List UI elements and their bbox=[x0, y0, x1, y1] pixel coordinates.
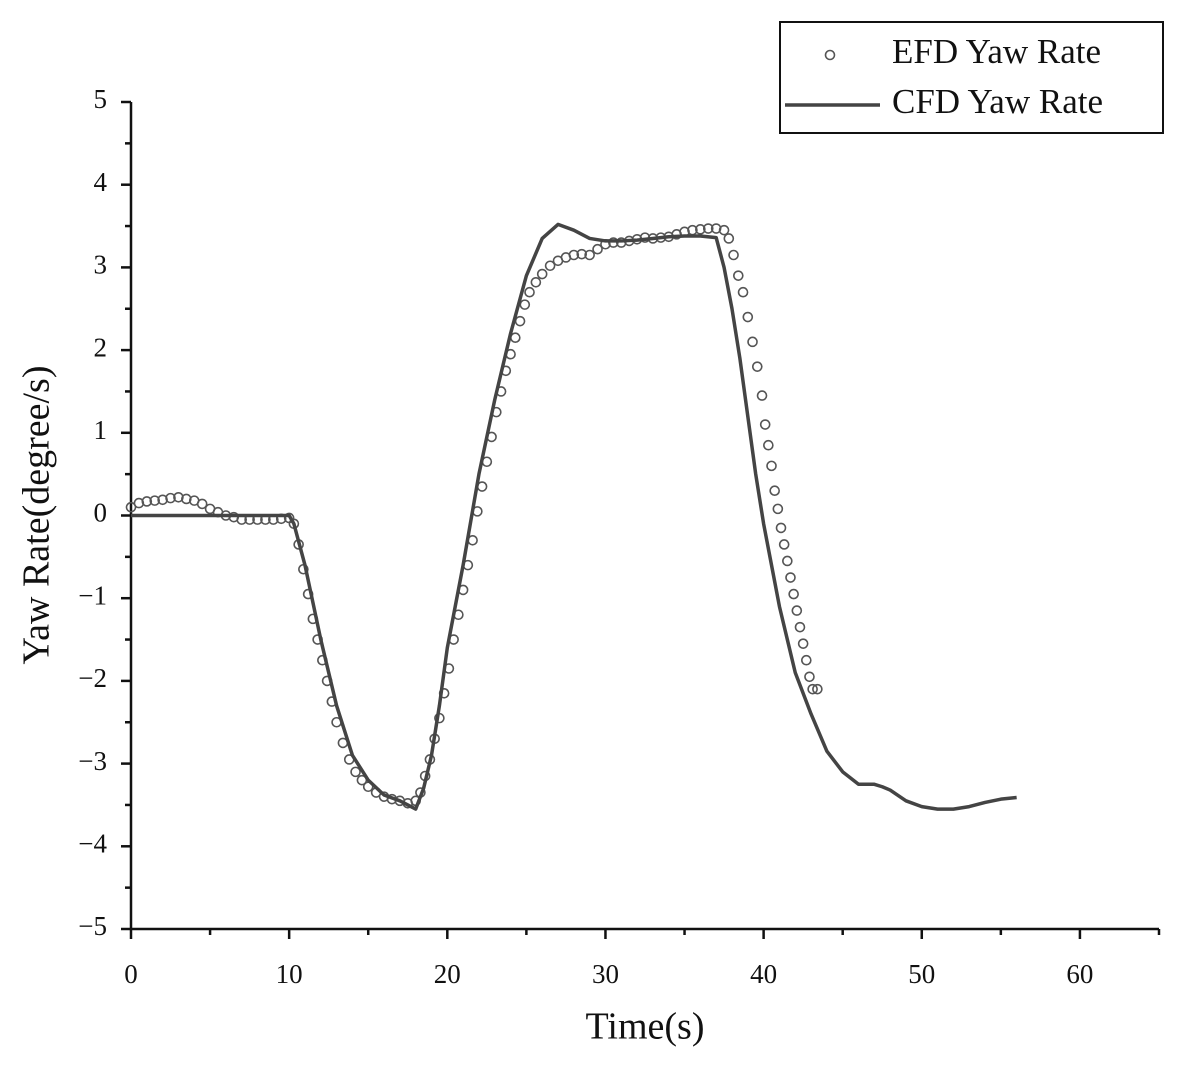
y-tick-label: 2 bbox=[94, 332, 108, 362]
data-point bbox=[710, 223, 722, 234]
data-point bbox=[782, 555, 793, 567]
x-tick-label: 50 bbox=[908, 959, 935, 989]
x-tick-label: 60 bbox=[1066, 959, 1093, 989]
y-tick-label: −3 bbox=[78, 746, 107, 776]
data-point bbox=[592, 243, 603, 255]
data-point bbox=[794, 621, 806, 633]
data-point bbox=[751, 361, 763, 372]
y-tick-label: 3 bbox=[94, 250, 108, 280]
y-tick-label: −5 bbox=[78, 911, 107, 941]
data-point bbox=[536, 268, 548, 280]
data-point bbox=[763, 439, 774, 451]
data-point bbox=[125, 501, 137, 513]
data-point bbox=[756, 390, 768, 401]
legend-text: CFD Yaw Rate bbox=[892, 82, 1103, 121]
data-point bbox=[510, 332, 521, 343]
x-tick-label: 30 bbox=[592, 959, 619, 989]
y-tick-label: −4 bbox=[78, 829, 107, 859]
data-point bbox=[718, 224, 730, 236]
data-point bbox=[157, 494, 168, 506]
data-point bbox=[568, 249, 580, 261]
data-point bbox=[181, 493, 192, 505]
data-point bbox=[165, 492, 176, 504]
y-axis-label: Yaw Rate(degree/s) bbox=[16, 366, 58, 665]
legend-marker bbox=[824, 49, 836, 61]
data-point bbox=[785, 572, 796, 583]
x-axis-label: Time(s) bbox=[586, 1006, 705, 1048]
data-point bbox=[702, 223, 714, 234]
data-point bbox=[514, 315, 526, 327]
data-point bbox=[737, 286, 749, 298]
data-point bbox=[728, 249, 739, 261]
legend-text: EFD Yaw Rate bbox=[892, 32, 1101, 71]
y-tick-label: −1 bbox=[78, 580, 107, 610]
data-point bbox=[775, 522, 787, 534]
data-point bbox=[723, 233, 735, 244]
y-tick-label: 4 bbox=[94, 167, 108, 197]
y-tick-label: 5 bbox=[94, 84, 108, 114]
data-point bbox=[804, 671, 815, 683]
data-point bbox=[742, 311, 754, 323]
x-tick-label: 20 bbox=[434, 959, 461, 989]
y-tick-label: −2 bbox=[78, 663, 107, 693]
data-point bbox=[530, 276, 542, 288]
data-point bbox=[149, 495, 161, 506]
data-point bbox=[350, 766, 361, 778]
data-point bbox=[196, 498, 208, 510]
x-tick-label: 40 bbox=[750, 959, 777, 989]
data-point bbox=[801, 654, 812, 666]
data-point bbox=[791, 605, 803, 616]
data-point bbox=[759, 419, 771, 430]
legend-box bbox=[779, 21, 1164, 134]
y-tick-label: 0 bbox=[94, 498, 108, 528]
data-point bbox=[747, 336, 758, 348]
data-point bbox=[544, 260, 556, 272]
data-point bbox=[584, 249, 595, 261]
data-point bbox=[788, 588, 799, 600]
data-point bbox=[778, 539, 790, 550]
data-point bbox=[766, 460, 777, 472]
data-point bbox=[524, 286, 535, 298]
data-point bbox=[141, 496, 153, 507]
data-point bbox=[769, 485, 780, 496]
data-point bbox=[576, 248, 588, 260]
data-point bbox=[733, 270, 744, 281]
x-tick-label: 10 bbox=[276, 959, 303, 989]
data-point bbox=[173, 492, 184, 503]
data-point bbox=[519, 299, 531, 310]
data-point bbox=[772, 503, 784, 515]
data-point bbox=[812, 683, 823, 695]
y-tick-label: 1 bbox=[94, 415, 108, 445]
data-line bbox=[131, 222, 1017, 811]
data-point bbox=[695, 224, 706, 235]
x-tick-label: 0 bbox=[124, 959, 138, 989]
data-point bbox=[807, 683, 818, 695]
data-point bbox=[797, 638, 809, 649]
data-point bbox=[133, 497, 145, 509]
